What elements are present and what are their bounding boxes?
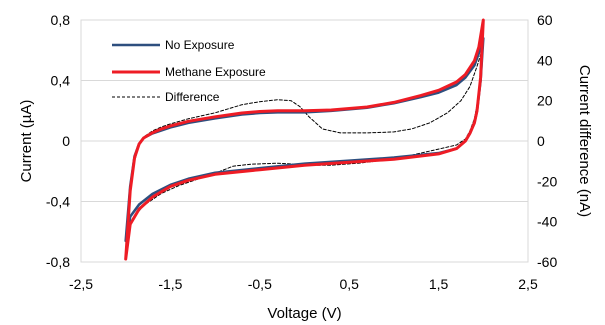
y2-tick-label: 20 [537,93,553,109]
y-tick-label: -0,4 [46,194,70,210]
x-axis-title: Voltage (V) [267,305,341,322]
x-tick-label: -1,5 [158,276,182,292]
legend-label-difference: Difference [165,90,220,104]
plot-area-frame [80,19,529,263]
y2-tick-label: -40 [537,214,557,230]
y2-tick-label: -20 [537,173,557,189]
series-line-methane-exposure [124,18,485,261]
x-tick-label: -2,5 [69,276,93,292]
legend-label-methane-exposure: Methane Exposure [165,65,266,79]
x-tick-label: 2,5 [518,276,538,292]
y-tick-label: 0 [62,133,70,149]
series-layer [124,18,485,261]
x-tick-label: 0,5 [339,276,359,292]
y2-tick-label: 0 [537,133,545,149]
y2-tick-label: 60 [537,12,553,28]
y-tick-label: 0,8 [51,12,71,28]
series-line-difference [125,45,484,239]
legend: No Exposure Methane Exposure Difference [112,38,266,104]
y-tick-label: -0,8 [46,254,70,270]
y2-axis-title: Current difference (nA) [576,65,593,217]
legend-label-no-exposure: No Exposure [165,38,235,52]
y2-tick-label: -60 [537,254,557,270]
y-axis-title: Current (µA) [18,100,35,183]
x-tick-label: -0,5 [248,276,272,292]
x-tick-label: 1,5 [429,276,449,292]
y2-tick-label: 40 [537,52,553,68]
tick-labels: -2,5 -1,5 -0,5 0,5 1,5 2,5 -0,8 -0,4 0 0,4 0,8 -60 -… [46,12,558,292]
y-tick-label: 0,4 [51,73,71,89]
